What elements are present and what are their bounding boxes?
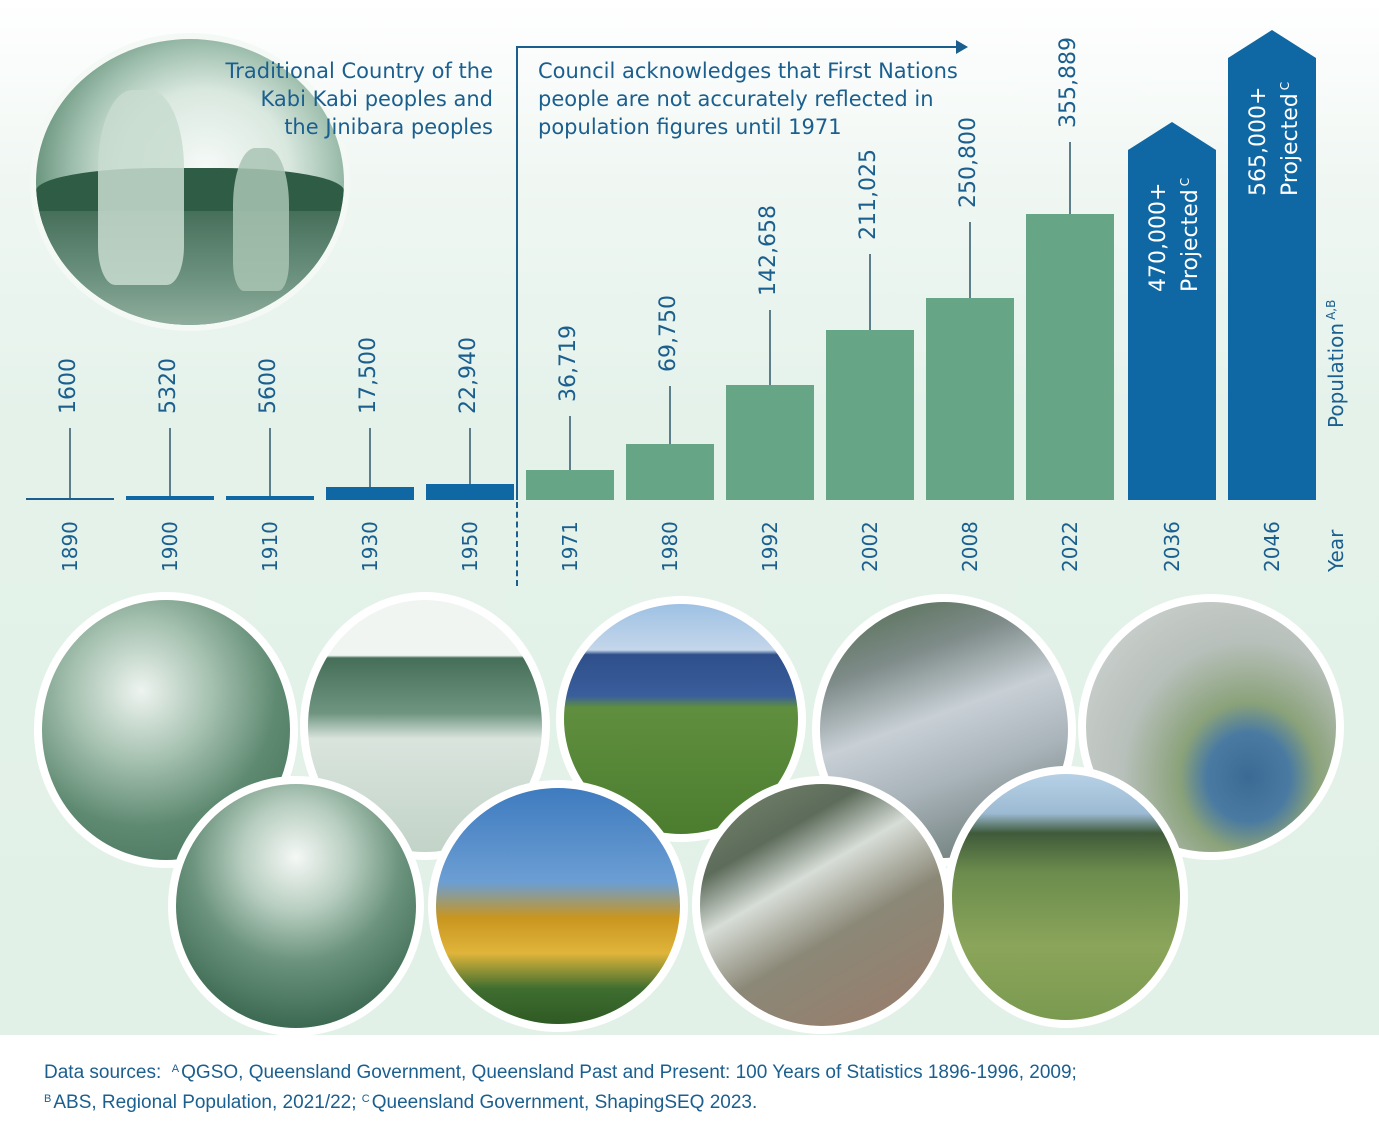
value-label: 5320 [156, 358, 181, 414]
pre-1971-divider [516, 46, 518, 500]
bar-1992 [726, 385, 814, 500]
year-label-2046: 2046 [1260, 521, 1284, 572]
bar-2022 [1026, 214, 1114, 500]
population-axis-title: PopulationA,B [1324, 299, 1348, 428]
leader-line [969, 222, 971, 298]
year-label-1910: 1910 [258, 521, 282, 572]
footer [0, 1035, 1379, 1137]
year-label-2022: 2022 [1058, 521, 1082, 572]
bar-1910 [226, 496, 314, 500]
leader-line [769, 310, 771, 385]
year-label-1890: 1890 [58, 521, 82, 572]
traditional-dance-photo [30, 33, 350, 331]
leader-line [69, 428, 71, 498]
year-label-1930: 1930 [358, 521, 382, 572]
value-label: 69,750 [656, 295, 681, 372]
leader-line [169, 428, 171, 496]
note-arrow-line [516, 46, 958, 48]
leader-line [269, 428, 271, 496]
leader-line [569, 416, 571, 470]
bar-1930 [326, 487, 414, 500]
leader-line [369, 428, 371, 487]
traditional-country-heading: Traditional Country of the Kabi Kabi peo… [225, 59, 494, 139]
year-label-2036: 2036 [1160, 521, 1184, 572]
projected-arrow-bar-2046 [1228, 30, 1316, 500]
value-label: 36,719 [556, 325, 581, 402]
value-label: 211,025 [856, 149, 881, 240]
value-label: 142,658 [756, 205, 781, 296]
big-pineapple-photo [428, 780, 688, 1032]
leader-line [469, 428, 471, 484]
bar-1971 [526, 470, 614, 500]
value-label: 1600 [56, 358, 81, 414]
projected-label: 470,000+ ProjectedC [1146, 177, 1203, 292]
bar-1890 [26, 498, 114, 500]
leader-line [1069, 142, 1071, 214]
bar-2002 [826, 330, 914, 500]
marina-aerial-photo [692, 776, 952, 1034]
data-sources: Data sources: A QGSO, Queensland Governme… [44, 1062, 1077, 1113]
leader-line [869, 254, 871, 330]
first-nations-note: Council acknowledges that First Nations … [538, 59, 958, 139]
bar-1950 [426, 484, 514, 500]
bar-1980 [626, 444, 714, 500]
year-label-1992: 1992 [758, 521, 782, 572]
bar-2008 [926, 298, 1014, 500]
pre-1971-dashed-divider [516, 502, 518, 586]
value-label: 22,940 [456, 337, 481, 414]
historic-cane-field-workers-photo [168, 776, 424, 1036]
year-label-1971: 1971 [558, 521, 582, 572]
value-label: 355,889 [1056, 37, 1081, 128]
projected-arrow-bar-2036 [1128, 122, 1216, 500]
year-label-1950: 1950 [458, 521, 482, 572]
value-label: 250,800 [956, 117, 981, 208]
year-label-2008: 2008 [958, 521, 982, 572]
value-label: 17,500 [356, 337, 381, 414]
year-axis-title: Year [1324, 529, 1348, 572]
year-label-2002: 2002 [858, 521, 882, 572]
projected-label: 565,000+ ProjectedC [1246, 81, 1303, 196]
airport-runway-photo [944, 766, 1188, 1028]
value-label: 5600 [256, 358, 281, 414]
arrow-right-icon [956, 40, 968, 54]
year-label-1980: 1980 [658, 521, 682, 572]
bar-1900 [126, 496, 214, 500]
year-label-1900: 1900 [158, 521, 182, 572]
leader-line [669, 386, 671, 444]
